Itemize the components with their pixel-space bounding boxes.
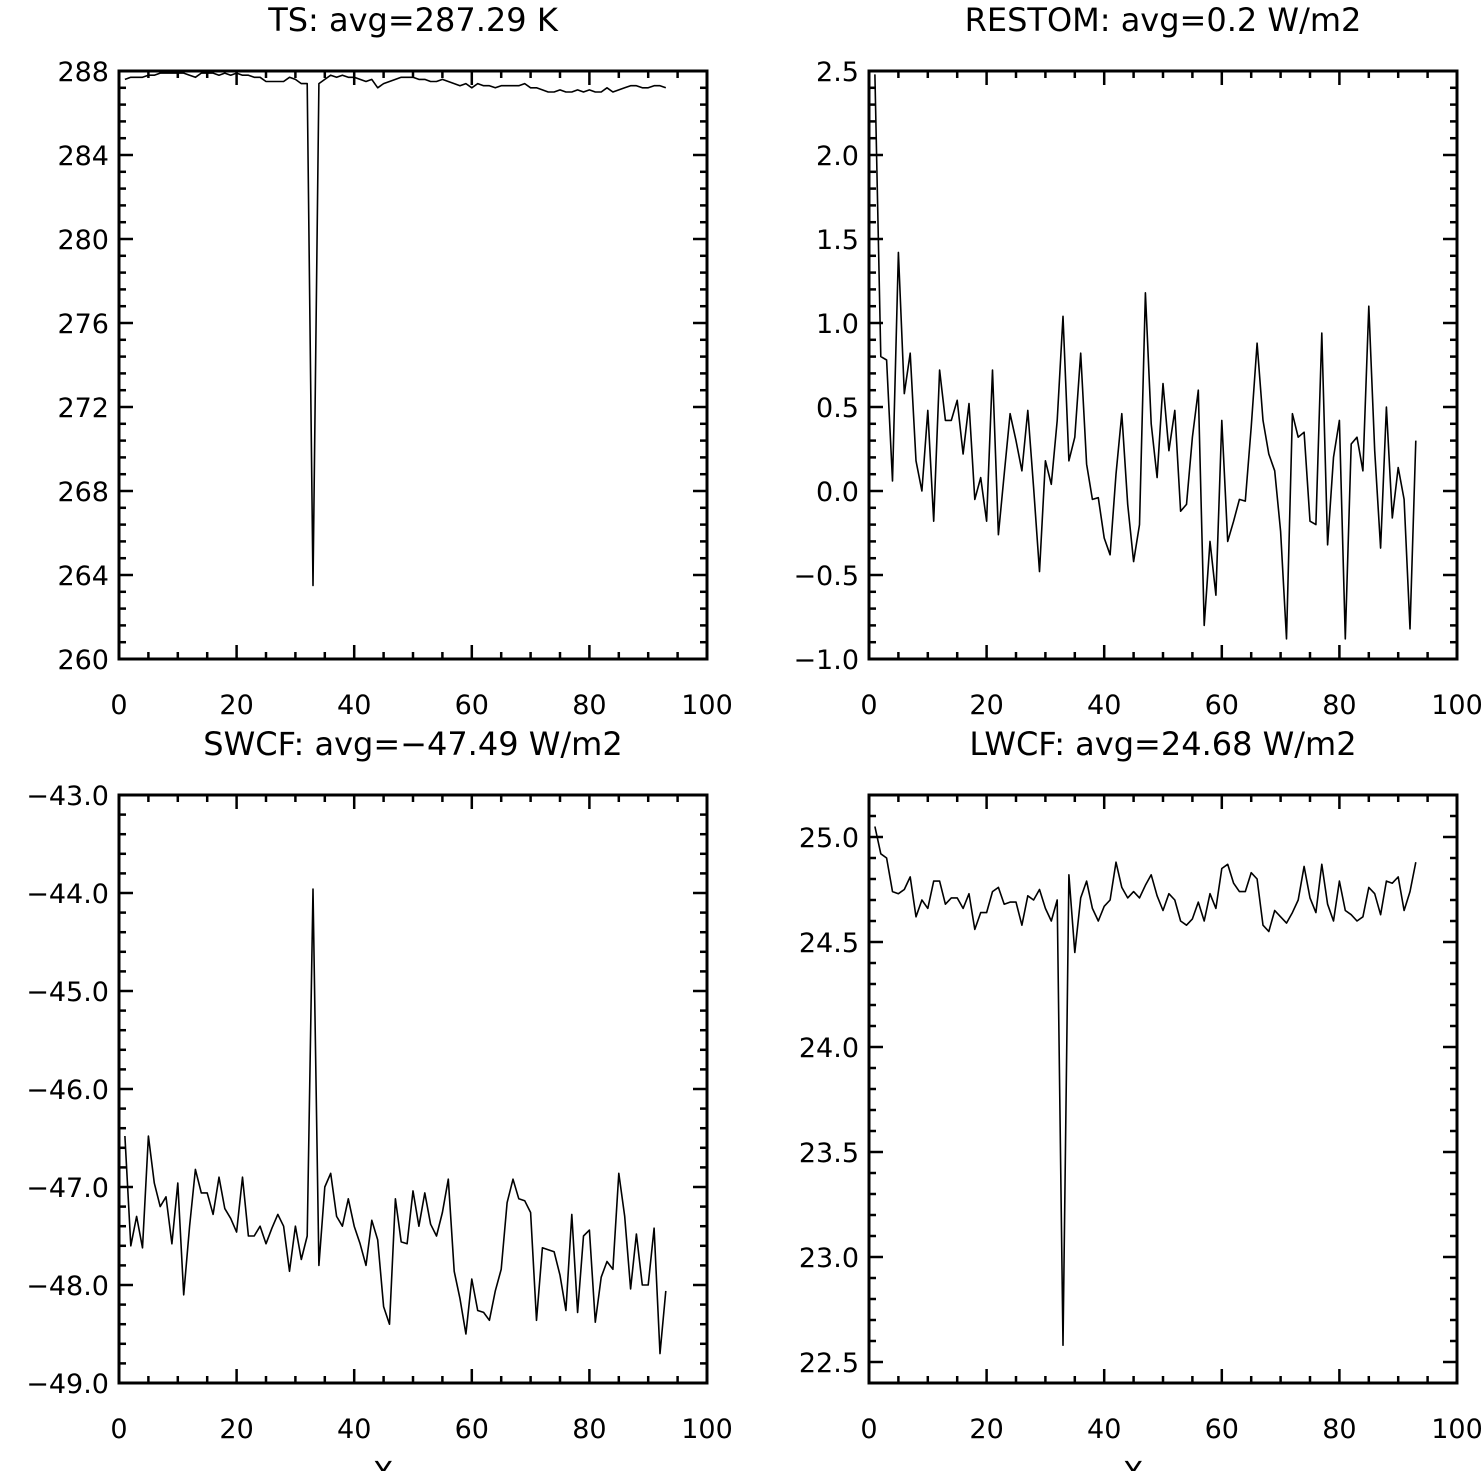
y-tick-label: 23.0 bbox=[799, 1243, 859, 1274]
panel-restom: RESTOM: avg=0.2 W/m2 0 20 40 60 80 100 −1.0 −0.5… bbox=[793, 1, 1482, 721]
x-tick-label: 40 bbox=[1087, 1414, 1121, 1445]
x-tick-label: 40 bbox=[337, 1414, 371, 1445]
x-tick-label: 60 bbox=[455, 690, 489, 721]
x-tick-label: 80 bbox=[1322, 1414, 1356, 1445]
y-tick-label: 0.0 bbox=[816, 477, 859, 508]
x-tick-label: 0 bbox=[860, 1414, 877, 1445]
x-tick-label: 20 bbox=[219, 1414, 253, 1445]
series-line-lwcf bbox=[874, 826, 1417, 1346]
x-tick-label: 20 bbox=[219, 690, 253, 721]
x-tick-label: 80 bbox=[1322, 690, 1356, 721]
x-tick-label: 60 bbox=[1205, 1414, 1239, 1445]
y-tick-label: 284 bbox=[57, 141, 109, 172]
y-tick-label: 1.0 bbox=[816, 309, 859, 340]
y-tick-label: 264 bbox=[57, 561, 109, 592]
x-tick-label: 100 bbox=[1431, 690, 1483, 721]
x-axis-label: X bbox=[1123, 1456, 1144, 1471]
y-tick-label: −48.0 bbox=[26, 1271, 109, 1302]
x-tick-label: 0 bbox=[110, 690, 127, 721]
x-tick-label: 60 bbox=[455, 1414, 489, 1445]
y-tick-label: 0.5 bbox=[816, 393, 859, 424]
plot-frame-restom bbox=[867, 69, 1459, 661]
x-tick-label: 80 bbox=[572, 690, 606, 721]
y-tick-label: 24.5 bbox=[799, 928, 859, 959]
x-tick-label: 40 bbox=[1087, 690, 1121, 721]
x-tick-label: 20 bbox=[969, 1414, 1003, 1445]
y-tick-label: 288 bbox=[57, 57, 109, 88]
plot-frame-swcf bbox=[117, 793, 709, 1385]
y-tick-label: −49.0 bbox=[26, 1369, 109, 1400]
chart-title-ts: TS: avg=287.29 K bbox=[267, 1, 559, 39]
x-tick-label: 80 bbox=[572, 1414, 606, 1445]
chart-title-swcf: SWCF: avg=−47.49 W/m2 bbox=[203, 725, 622, 763]
panel-swcf: SWCF: avg=−47.49 W/m2 0 20 40 60 80 100 −49.0 −4… bbox=[26, 725, 733, 1471]
series-line-swcf bbox=[124, 888, 667, 1355]
y-tick-label: 24.0 bbox=[799, 1033, 859, 1064]
x-axis-label: X bbox=[373, 1456, 394, 1471]
x-tick-label: 0 bbox=[860, 690, 877, 721]
x-tick-label: 100 bbox=[681, 1414, 733, 1445]
y-tick-label: −43.0 bbox=[26, 781, 109, 812]
y-tick-label: −44.0 bbox=[26, 879, 109, 910]
x-tick-label: 0 bbox=[110, 1414, 127, 1445]
y-tick-label: 272 bbox=[57, 393, 109, 424]
y-tick-label: 260 bbox=[57, 645, 109, 676]
y-tick-label: 1.5 bbox=[816, 225, 859, 256]
chart-title-restom: RESTOM: avg=0.2 W/m2 bbox=[965, 1, 1362, 39]
x-tick-label: 40 bbox=[337, 690, 371, 721]
y-tick-label: 22.5 bbox=[799, 1348, 859, 1379]
series-line-ts bbox=[124, 72, 667, 587]
y-tick-label: 23.5 bbox=[799, 1138, 859, 1169]
chart-title-lwcf: LWCF: avg=24.68 W/m2 bbox=[969, 725, 1356, 763]
y-tick-label: 2.0 bbox=[816, 141, 859, 172]
x-tick-label: 20 bbox=[969, 690, 1003, 721]
plot-frame-ts bbox=[117, 69, 709, 661]
y-tick-label: −0.5 bbox=[793, 561, 859, 592]
y-tick-label: −1.0 bbox=[793, 645, 859, 676]
y-tick-label: 25.0 bbox=[799, 823, 859, 854]
x-tick-label: 60 bbox=[1205, 690, 1239, 721]
panel-ts: TS: avg=287.29 K 0 20 40 60 80 100 260 264 268 272… bbox=[57, 1, 732, 721]
x-tick-label: 100 bbox=[681, 690, 733, 721]
y-tick-label: 276 bbox=[57, 309, 109, 340]
y-tick-label: −46.0 bbox=[26, 1075, 109, 1106]
y-tick-label: −47.0 bbox=[26, 1173, 109, 1204]
y-tick-label: −45.0 bbox=[26, 977, 109, 1008]
panel-lwcf: LWCF: avg=24.68 W/m2 0 20 40 60 80 100 22.5 23.0… bbox=[799, 725, 1483, 1471]
series-line-restom bbox=[874, 74, 1417, 640]
x-tick-label: 100 bbox=[1431, 1414, 1483, 1445]
plot-frame-lwcf bbox=[867, 793, 1459, 1385]
y-tick-label: 280 bbox=[57, 225, 109, 256]
y-tick-label: 2.5 bbox=[816, 57, 859, 88]
y-tick-label: 268 bbox=[57, 477, 109, 508]
